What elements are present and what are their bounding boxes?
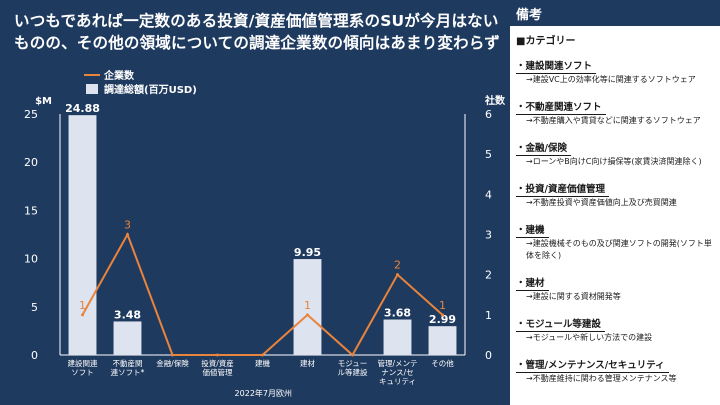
bar [428, 326, 457, 355]
category-label: 投資/資産価値管理 [201, 358, 234, 377]
left-tick-label: 25 [24, 108, 38, 121]
category-list: ・建設関連ソフト →建設VC上の効率化等に関連するソフトウェア ・不動産関連ソフト →… [516, 54, 716, 394]
legend-bar-label: 調達総額(百万USD) [104, 83, 197, 96]
headline-line-1: いつもであれば一定数のある投資/資産価値管理系のSUが今月はない [14, 12, 499, 30]
category-label: 建機 [255, 358, 270, 368]
category-description: →建設に関する資材開発等 [526, 292, 621, 301]
category-label: モジュール等建設 [338, 359, 368, 377]
bar [68, 115, 97, 355]
line-point [261, 353, 264, 357]
line-value-label: 3 [124, 219, 131, 232]
left-axis-unit: $M [35, 96, 52, 107]
left-tick-label: 20 [24, 156, 38, 169]
bar-value-label: 9.95 [294, 246, 321, 259]
bar-value-label: 3.48 [114, 308, 141, 321]
legend-line-label: 企業数 [103, 69, 135, 82]
category-name: ・投資/資産価値管理 [516, 183, 609, 197]
category-item: ・モジュール等建設 →モジュールや新しい方法での建設 [516, 312, 716, 344]
category-description: →ローンやB向けC向け損保等(家賃決済関連除く) [526, 157, 702, 166]
line-point [351, 353, 354, 357]
category-name: ・建機 [516, 224, 549, 238]
right-tick-label: 6 [485, 108, 492, 121]
right-tick-label: 5 [485, 148, 492, 161]
category-name: ・不動産関連ソフト [516, 101, 606, 115]
category-item: ・不動産関連ソフト →不動産購入や賃貸などに関連するソフトウェア [516, 95, 716, 127]
bar [383, 319, 412, 355]
category-description: →モジュールや新しい方法での建設 [526, 333, 653, 342]
category-item: ・建設関連ソフト →建設VC上の効率化等に関連するソフトウェア [516, 54, 716, 86]
footnote: 2022年7月欧州 [234, 389, 292, 398]
right-axis-unit: 社数 [484, 94, 506, 107]
category-description: →不動産投資や資産価値向上及び売買関連 [526, 198, 677, 207]
right-tick-label: 4 [485, 188, 492, 201]
category-label: 金融/保険 [156, 358, 189, 368]
bar [293, 259, 322, 355]
category-description: →不動産購入や賃貸などに関連するソフトウェア [526, 116, 701, 125]
left-tick-label: 15 [24, 204, 38, 217]
line-point [126, 233, 129, 236]
left-tick-label: 10 [24, 253, 38, 266]
category-title: ■カテゴリー [516, 36, 576, 47]
category-item: ・管理/メンテナンス/セキュリティ →不動産維持に関わる管理メンテナンス等 [516, 353, 716, 385]
right-tick-label: 0 [485, 349, 492, 362]
right-tick-label: 1 [485, 309, 492, 322]
right-tick-label: 2 [485, 269, 492, 282]
notes-panel: 備考 ■カテゴリー ・建設関連ソフト →建設VC上の効率化等に関連するソフトウェア… [510, 0, 720, 405]
line-point [81, 313, 84, 317]
left-tick-label: 0 [31, 349, 38, 362]
bar [113, 321, 142, 355]
line-value-label: 2 [394, 259, 401, 272]
category-label: 管理/メンテナンス/セキュリティ [377, 358, 417, 386]
category-description: →不動産維持に関わる管理メンテナンス等 [526, 374, 677, 383]
category-name: ・建材 [516, 277, 549, 291]
bar-value-label: 3.68 [384, 307, 411, 320]
category-label: 不動産関連ソフト* [111, 358, 145, 377]
line-point [396, 273, 399, 277]
bar-value-label: 24.88 [65, 102, 100, 115]
left-tick-label: 5 [31, 301, 38, 314]
line-value-label: 1 [79, 299, 86, 312]
legend-bar-swatch [86, 84, 98, 94]
category-item: ・建材 →建設に関する資材開発等 [516, 271, 716, 303]
line-value-label: 1 [439, 299, 446, 312]
headline-line-2: ものの、その他の領域についての調達企業数の傾向はあまり変わらず [14, 34, 500, 52]
right-tick-label: 3 [485, 229, 492, 242]
line-point [216, 353, 219, 357]
category-name: ・管理/メンテナンス/セキュリティ [516, 359, 669, 373]
category-description: →建設機械そのもの及び関連ソフトの開発(ソフト単体を除く) [526, 239, 712, 260]
line-point [306, 313, 309, 317]
category-name: ・金融/保険 [516, 142, 571, 156]
category-item: ・金融/保険 →ローンやB向けC向け損保等(家賃決済関連除く) [516, 136, 716, 168]
line-point [441, 313, 444, 317]
category-item: ・投資/資産価値管理 →不動産投資や資産価値向上及び売買関連 [516, 177, 716, 209]
notes-header: 備考 [510, 0, 720, 26]
line-point [171, 353, 174, 357]
category-name: ・モジュール等建設 [516, 318, 605, 332]
category-label: その他 [431, 358, 454, 368]
category-label: 建設関連ソフト [68, 358, 98, 377]
chart-panel: いつもであれば一定数のある投資/資産価値管理系のSUが今月はない ものの、その他… [0, 0, 510, 405]
category-name: ・建設関連ソフト [516, 60, 597, 74]
line-value-label: 1 [304, 299, 311, 312]
category-description: →建設VC上の効率化等に関連するソフトウェア [526, 75, 696, 84]
headline: いつもであれば一定数のある投資/資産価値管理系のSUが今月はない ものの、その他… [14, 10, 504, 54]
category-label: 建材 [300, 358, 315, 368]
category-item: ・建機 →建設機械そのもの及び関連ソフトの開発(ソフト単体を除く) [516, 218, 716, 262]
bar-value-label: 2.99 [429, 313, 456, 326]
